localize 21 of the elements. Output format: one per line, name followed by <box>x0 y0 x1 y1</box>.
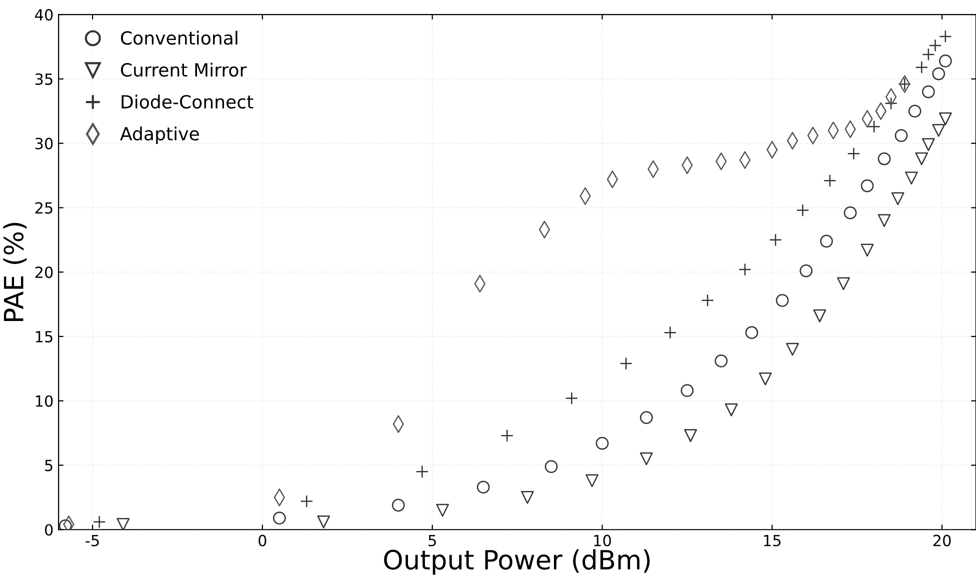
y-axis-title: PAE (%) <box>3 222 27 321</box>
x-axis-title: Output Power (dBm) <box>384 549 650 575</box>
y-tick-label: 0 <box>44 524 53 536</box>
legend-label: Current Mirror <box>120 62 247 77</box>
x-tick-label: 0 <box>258 534 266 546</box>
legend-label: Conventional <box>120 30 238 45</box>
y-tick-label: 15 <box>36 331 52 342</box>
legend-label: Adaptive <box>120 126 199 144</box>
legend-label: Diode-Connect <box>122 94 254 109</box>
x-tick-label: 5 <box>428 534 436 546</box>
y-tick-label: 5 <box>45 460 52 472</box>
y-tick-label: 20 <box>35 266 53 278</box>
x-tick-label: -5 <box>86 534 99 546</box>
x-tick-label: 15 <box>764 534 781 546</box>
y-tick-label: 40 <box>35 9 53 21</box>
y-tick-label: 30 <box>35 138 53 150</box>
y-tick-label: 35 <box>35 73 52 85</box>
x-tick-label: 10 <box>594 534 611 546</box>
y-tick-label: 10 <box>36 395 53 407</box>
x-tick-label: 20 <box>933 534 951 546</box>
y-tick-label: 25 <box>35 202 52 214</box>
